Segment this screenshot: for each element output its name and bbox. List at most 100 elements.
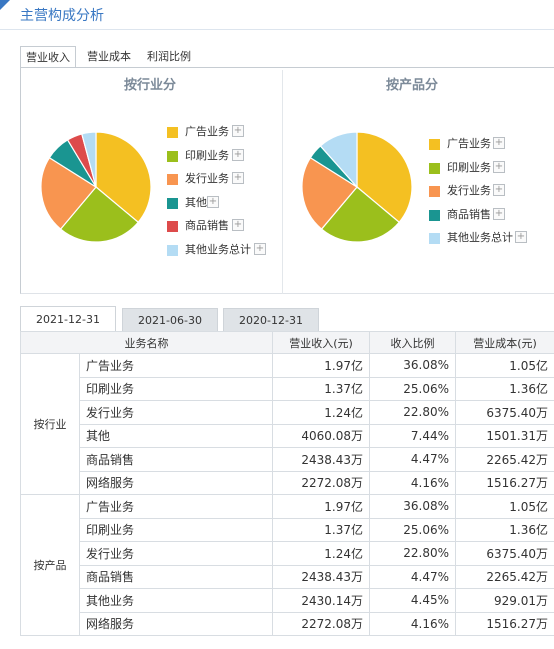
expand-plus-icon[interactable]: + xyxy=(493,160,505,173)
ratio-cell: 7.44% xyxy=(369,423,456,448)
ratio-cell: 4.16% xyxy=(369,470,456,495)
business-name-cell: 印刷业务 xyxy=(79,376,273,401)
legend-label: 广告业务 xyxy=(447,137,491,150)
business-name-cell: 其他业务 xyxy=(79,588,273,613)
legend-swatch xyxy=(167,127,178,138)
table-row: 其他 4060.08万 7.44% 1501.31万 xyxy=(21,423,554,448)
business-name-cell: 印刷业务 xyxy=(79,517,273,542)
expand-plus-icon[interactable]: + xyxy=(515,231,527,243)
ratio-cell: 36.08% xyxy=(369,494,456,519)
pie-slice[interactable] xyxy=(40,156,97,230)
business-name-cell: 网络服务 xyxy=(79,611,273,636)
title-bar: 主营构成分析 xyxy=(0,0,554,30)
legend-swatch xyxy=(167,174,178,185)
legend-swatch xyxy=(429,186,440,197)
table-row: 按产品 广告业务 1.97亿 36.08% 1.05亿 xyxy=(20,494,554,636)
business-name-cell: 发行业务 xyxy=(79,400,273,425)
ratio-cell: 36.08% xyxy=(369,353,456,378)
cost-cell: 1.36亿 xyxy=(455,517,554,542)
table-row: 印刷业务 1.37亿 25.06% 1.36亿 xyxy=(21,517,554,542)
table-row: 其他业务 2430.14万 4.45% 929.01万 xyxy=(21,588,554,613)
legend-swatch xyxy=(167,197,178,209)
pie-slice[interactable] xyxy=(356,131,413,224)
cost-cell: 2265.42万 xyxy=(455,447,554,472)
ratio-cell: 4.16% xyxy=(369,611,456,636)
revenue-cell: 4060.08万 xyxy=(272,423,370,448)
tab-cost[interactable]: 营业成本 xyxy=(87,50,131,63)
ratio-cell: 22.80% xyxy=(369,541,456,566)
legend-label: 商品销售 xyxy=(185,219,229,232)
revenue-cell: 2438.43万 xyxy=(272,447,370,472)
chart-product-title: 按产品分 xyxy=(386,78,439,93)
pie-slice[interactable] xyxy=(320,186,401,243)
expand-plus-icon[interactable]: + xyxy=(493,184,505,196)
table-row: 商品销售 2438.43万 4.47% 2265.42万 xyxy=(21,564,554,589)
revenue-cell: 1.24亿 xyxy=(272,400,370,425)
table-row: 商品销售 2438.43万 4.47% 2265.42万 xyxy=(21,447,554,472)
revenue-cell: 1.37亿 xyxy=(272,376,370,401)
cost-cell: 1.36亿 xyxy=(455,376,554,401)
business-name-cell: 其他 xyxy=(79,423,273,448)
cost-cell: 6375.40万 xyxy=(455,400,554,425)
expand-plus-icon[interactable]: + xyxy=(232,219,244,231)
legend-label: 商品销售 xyxy=(447,207,491,221)
legend-swatch xyxy=(429,233,440,244)
expand-plus-icon[interactable]: + xyxy=(232,148,244,161)
cost-cell: 1516.27万 xyxy=(455,470,554,495)
expand-plus-icon[interactable]: + xyxy=(254,242,266,255)
table-row: 发行业务 1.24亿 22.80% 6375.40万 xyxy=(21,400,554,425)
pie-chart-industry xyxy=(40,131,152,243)
expand-plus-icon[interactable]: + xyxy=(207,195,219,208)
expand-plus-icon[interactable]: + xyxy=(493,137,505,149)
header-business-name: 业务名称 xyxy=(20,331,273,354)
legend-swatch xyxy=(167,221,178,232)
revenue-cell: 1.97亿 xyxy=(272,494,370,519)
tab-profit-ratio[interactable]: 利润比例 xyxy=(147,50,191,63)
expand-plus-icon[interactable]: + xyxy=(493,207,505,220)
revenue-cell: 1.37亿 xyxy=(272,517,370,542)
charts-divider xyxy=(282,70,283,294)
legend-label: 印刷业务 xyxy=(185,148,229,162)
revenue-cell: 1.97亿 xyxy=(272,353,370,378)
legend-swatch xyxy=(429,139,440,150)
cost-cell: 1.05亿 xyxy=(455,494,554,519)
pie-slice[interactable] xyxy=(81,131,97,188)
business-name-cell: 商品销售 xyxy=(79,564,273,589)
business-name-cell: 发行业务 xyxy=(79,541,273,566)
ratio-cell: 22.80% xyxy=(369,400,456,425)
pie-slice[interactable] xyxy=(301,156,358,230)
pie-slice[interactable] xyxy=(95,131,152,224)
revenue-cell: 2272.08万 xyxy=(272,611,370,636)
legend-label: 其他 xyxy=(185,195,207,209)
date-tab-2020-12-31[interactable]: 2020-12-31 xyxy=(223,308,319,332)
legend-label: 发行业务 xyxy=(447,184,491,197)
pie-slice[interactable] xyxy=(319,131,358,189)
cost-cell: 6375.40万 xyxy=(455,541,554,566)
revenue-cell: 2272.08万 xyxy=(272,470,370,495)
business-name-cell: 网络服务 xyxy=(79,470,273,495)
ratio-cell: 25.06% xyxy=(369,517,456,542)
date-tab-2021-06-30[interactable]: 2021-06-30 xyxy=(122,308,218,332)
ratio-cell: 25.06% xyxy=(369,376,456,401)
legend-label: 印刷业务 xyxy=(447,160,491,174)
legend-label: 其他业务总计 xyxy=(447,231,513,244)
pie-chart-product xyxy=(301,131,413,243)
ratio-cell: 4.47% xyxy=(369,564,456,589)
header-revenue: 营业收入(元) xyxy=(272,331,370,354)
expand-plus-icon[interactable]: + xyxy=(232,172,244,184)
date-tab-2021-12-31[interactable]: 2021-12-31 xyxy=(20,306,116,333)
tab-revenue[interactable]: 营业收入 xyxy=(20,46,76,68)
business-table: 业务名称 营业收入(元) 收入比例 营业成本(元) 按行业 广告业务 1.97亿 36… xyxy=(20,331,554,636)
table-header-row: 业务名称 营业收入(元) 收入比例 营业成本(元) xyxy=(20,331,554,354)
table-row: 网络服务 2272.08万 4.16% 1516.27万 xyxy=(21,470,554,495)
group-cell: 按行业 xyxy=(20,353,80,495)
header-cost: 营业成本(元) xyxy=(455,331,554,354)
cost-cell: 929.01万 xyxy=(455,588,554,613)
table-row: 按行业 广告业务 1.97亿 36.08% 1.05亿 xyxy=(20,353,554,495)
pie-slice[interactable] xyxy=(59,186,140,243)
business-name-cell: 广告业务 xyxy=(79,494,273,519)
cost-cell: 1516.27万 xyxy=(455,611,554,636)
business-name-cell: 商品销售 xyxy=(79,447,273,472)
header-ratio: 收入比例 xyxy=(369,331,456,354)
expand-plus-icon[interactable]: + xyxy=(232,125,244,137)
